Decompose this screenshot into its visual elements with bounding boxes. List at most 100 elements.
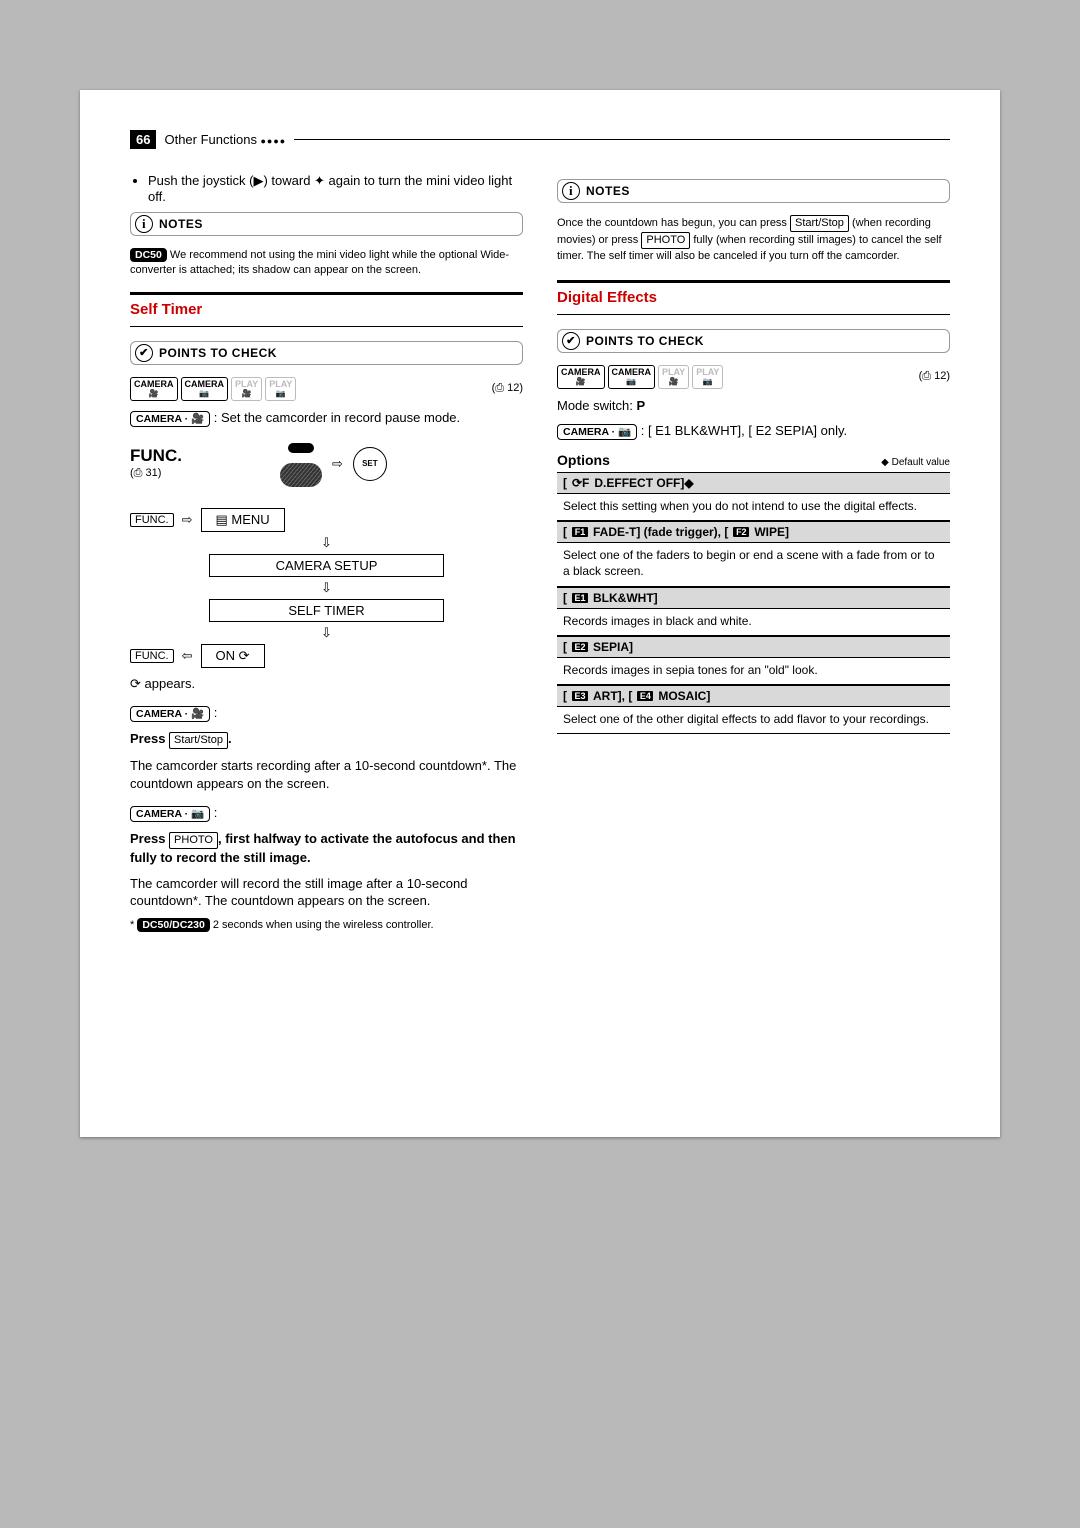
camera-photo-pill-line: CAMERA · 📷 : — [130, 804, 523, 822]
func-ref: (⎙ 31) — [130, 466, 182, 481]
func-block: FUNC. (⎙ 31) — [130, 446, 182, 481]
manual-page: 66 Other Functions Push the joystick (▶)… — [80, 90, 1000, 1137]
section-divider — [557, 280, 950, 283]
f1-icon: F1 — [572, 527, 588, 537]
menu-flow-end: FUNC. ⇦ ON ⟳ — [130, 641, 523, 671]
e1-icon: E1 — [572, 593, 588, 603]
press-label: Press — [130, 831, 165, 846]
mode-row: CAMERA🎥 CAMERA📷 PLAY🎥 PLAY📷 (⎙ 12) — [557, 365, 950, 389]
digital-effects-title: Digital Effects — [557, 289, 950, 306]
mode-switch-line: Mode switch: P — [557, 397, 950, 415]
option-body: Records images in black and white. — [557, 609, 950, 635]
f2-icon: F2 — [733, 527, 749, 537]
option-deffect-off: [⟳F D.EFFECT OFF]◆ Select this setting w… — [557, 472, 950, 521]
mode-camera-photo: CAMERA📷 — [181, 377, 229, 401]
right-column: i NOTES Once the countdown has begun, yo… — [557, 173, 950, 937]
section-divider — [130, 292, 523, 295]
func-key-1: FUNC. — [130, 513, 174, 527]
mode-row: CAMERA🎥 CAMERA📷 PLAY🎥 PLAY📷 (⎙ 12) — [130, 377, 523, 401]
camera-setup-item: CAMERA SETUP — [209, 554, 445, 577]
e3-icon: E3 — [572, 691, 588, 701]
start-stop-key: Start/Stop — [790, 215, 849, 232]
arrow-right-icon: ⇨ — [182, 512, 193, 528]
photo-key: PHOTO — [641, 232, 690, 249]
dc50-note: DC50 We recommend not using the mini vid… — [130, 248, 523, 278]
mode-play-photo: PLAY📷 — [692, 365, 723, 389]
still-countdown-text: The camcorder will record the still imag… — [130, 875, 523, 910]
func-key-2: FUNC. — [130, 649, 174, 663]
joystick-instruction: Push the joystick (▶) toward ✦ again to … — [130, 173, 523, 204]
menu-button: ▤ MENU — [201, 508, 285, 532]
footnote-text: 2 seconds when using the wireless contro… — [213, 919, 434, 931]
page-number: 66 — [130, 130, 156, 149]
option-body: Select one of the faders to begin or end… — [557, 543, 950, 585]
appears-text: ⟳ appears. — [130, 675, 523, 693]
option-body: Select one of the other digital effects … — [557, 707, 950, 733]
header-title: Other Functions — [164, 132, 286, 147]
footnote: * DC50/DC230 2 seconds when using the wi… — [130, 918, 523, 933]
mode-camera-movie: CAMERA🎥 — [130, 377, 178, 401]
menu-flow-start: FUNC. ⇨ ▤ MENU — [130, 505, 523, 535]
e4-icon: E4 — [637, 691, 653, 701]
dial-wheel-icon — [280, 463, 322, 487]
mode-play-movie: PLAY🎥 — [658, 365, 689, 389]
info-icon: i — [562, 182, 580, 200]
option-title: D.EFFECT OFF]◆ — [594, 476, 693, 490]
camera-pause-text: : Set the camcorder in record pause mode… — [214, 410, 460, 425]
press-photo: Press PHOTO, first halfway to activate t… — [130, 830, 523, 866]
camera-movie-pill-line: CAMERA · 🎥 : — [130, 704, 523, 722]
func-row: FUNC. (⎙ 31) ⇨ SET — [130, 441, 523, 487]
points-label: POINTS TO CHECK — [159, 346, 277, 360]
mode-play-photo: PLAY📷 — [265, 377, 296, 401]
set-dial-icon: SET — [353, 447, 387, 481]
thin-rule — [130, 326, 523, 327]
dc50-note-text: We recommend not using the mini video li… — [130, 249, 509, 276]
camera-photo-pill: CAMERA · 📷 — [557, 424, 637, 440]
camera-photo-only: CAMERA · 📷 : [ E1 BLK&WHT], [ E2 SEPIA] … — [557, 422, 950, 440]
notes-bar: i NOTES — [557, 179, 950, 203]
joystick-text: Push the joystick (▶) toward ✦ again to … — [148, 173, 523, 204]
arrow-down-icon: ⇩ — [130, 625, 523, 641]
mode-camera-movie: CAMERA🎥 — [557, 365, 605, 389]
arrow-down-icon: ⇩ — [130, 580, 523, 596]
camera-pause-instr: CAMERA · 🎥 : Set the camcorder in record… — [130, 409, 523, 427]
e2-icon: E2 — [572, 642, 588, 652]
points-to-check-bar: ✔ POINTS TO CHECK — [557, 329, 950, 353]
option-art-mosaic: [E3 ART], [ E4 MOSAIC] Select one of the… — [557, 685, 950, 734]
dc50-dc230-badge: DC50/DC230 — [137, 918, 209, 932]
camera-movie-pill: CAMERA · 🎥 — [130, 706, 210, 722]
self-timer-title: Self Timer — [130, 301, 523, 318]
info-icon: i — [135, 215, 153, 233]
dial-figure — [192, 441, 322, 487]
left-column: Push the joystick (▶) toward ✦ again to … — [130, 173, 523, 937]
dc50-badge: DC50 — [130, 248, 167, 262]
check-icon: ✔ — [562, 332, 580, 350]
camera-movie-pill: CAMERA · 🎥 — [130, 411, 210, 427]
on-item: ON ⟳ — [201, 644, 265, 668]
notes-label: NOTES — [159, 217, 203, 231]
notes-label: NOTES — [586, 184, 630, 198]
func-label: FUNC. — [130, 446, 182, 466]
page-header: 66 Other Functions — [130, 130, 950, 149]
option-body: Records images in sepia tones for an "ol… — [557, 658, 950, 684]
mode-camera-photo: CAMERA📷 — [608, 365, 656, 389]
notes-bar: i NOTES — [130, 212, 523, 236]
press-label: Press — [130, 731, 165, 746]
option-body: Select this setting when you do not inte… — [557, 494, 950, 520]
default-value-note: ◆ Default value — [881, 457, 950, 468]
options-label: Options — [557, 452, 610, 468]
photo-key: PHOTO — [169, 832, 218, 849]
points-to-check-bar: ✔ POINTS TO CHECK — [130, 341, 523, 365]
arrow-left-icon: ⇦ — [182, 648, 193, 664]
option-fader: [F1 FADE-T] (fade trigger), [ F2 WIPE] S… — [557, 521, 950, 586]
points-label: POINTS TO CHECK — [586, 334, 704, 348]
dial-button-icon — [288, 443, 314, 453]
camera-photo-pill: CAMERA · 📷 — [130, 806, 210, 822]
option-sepia: [E2 SEPIA] Records images in sepia tones… — [557, 636, 950, 685]
options-header-row: Options ◆ Default value — [557, 452, 950, 468]
mode-page-ref: (⎙ 12) — [919, 370, 950, 383]
mode-play-movie: PLAY🎥 — [231, 377, 262, 401]
option-blkwht: [E1 BLK&WHT] Records images in black and… — [557, 587, 950, 636]
recording-countdown-text: The camcorder starts recording after a 1… — [130, 757, 523, 792]
thin-rule — [557, 314, 950, 315]
